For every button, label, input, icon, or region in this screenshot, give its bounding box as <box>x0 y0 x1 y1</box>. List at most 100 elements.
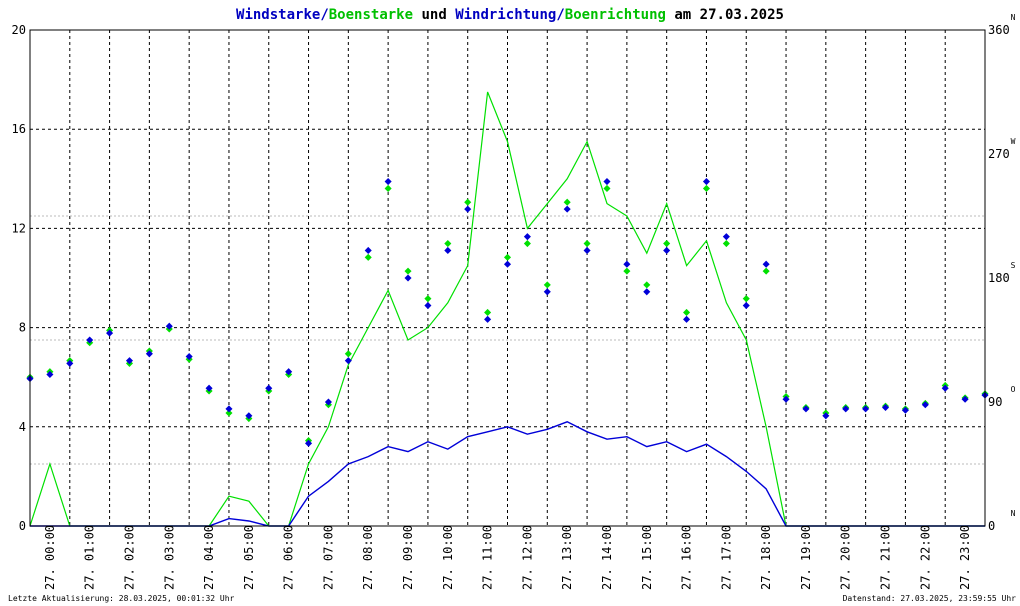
point-boenrichtung <box>623 267 631 275</box>
point-windrichtung <box>921 401 929 409</box>
point-windrichtung <box>185 352 193 361</box>
point-boenrichtung <box>563 198 571 206</box>
point-boenrichtung <box>663 240 671 248</box>
x-tick-label: 27. 12:00 <box>520 525 534 590</box>
x-tick-label: 27. 10:00 <box>441 525 455 590</box>
left-tick-label: 12 <box>12 221 26 235</box>
point-boenrichtung <box>523 240 531 248</box>
title-windstarke: Windstarke <box>236 7 320 23</box>
point-windrichtung <box>782 395 790 403</box>
point-windrichtung <box>305 439 313 447</box>
x-tick-label: 27. 20:00 <box>839 525 853 590</box>
x-tick-label: 27. 18:00 <box>759 525 773 590</box>
x-tick-label: 27. 07:00 <box>321 525 335 590</box>
point-windrichtung <box>424 302 432 310</box>
point-boenrichtung <box>344 350 352 358</box>
point-windrichtung <box>901 406 909 414</box>
x-tick-label: 27. 17:00 <box>719 525 733 590</box>
point-windrichtung <box>623 260 631 268</box>
right-tick-label: 0 <box>988 519 995 533</box>
compass-label: S <box>1011 261 1016 270</box>
point-boenrichtung <box>702 184 710 192</box>
x-tick-label: 27. 11:00 <box>481 525 495 590</box>
point-windrichtung <box>106 329 114 337</box>
title-mid: und <box>413 7 455 23</box>
point-windrichtung <box>603 178 611 186</box>
point-boenrichtung <box>484 308 492 316</box>
point-windrichtung <box>523 233 531 241</box>
point-windrichtung <box>66 359 74 367</box>
point-boenrichtung <box>762 267 770 275</box>
point-windrichtung <box>145 350 153 358</box>
point-windrichtung <box>543 288 551 296</box>
right-tick-label: 180 <box>988 271 1010 285</box>
point-windrichtung <box>444 246 452 254</box>
point-boenrichtung <box>225 409 233 417</box>
x-tick-label: 27. 05:00 <box>242 525 256 590</box>
title-sep2: / <box>556 7 564 23</box>
point-windrichtung <box>842 405 850 413</box>
x-tick-label: 27. 13:00 <box>560 525 574 590</box>
left-tick-label: 20 <box>12 23 26 37</box>
x-tick-label: 27. 22:00 <box>918 525 932 590</box>
point-windrichtung <box>722 233 730 241</box>
point-windrichtung <box>205 384 213 392</box>
point-windrichtung <box>484 315 492 323</box>
point-boenrichtung <box>384 184 392 192</box>
right-tick-label: 360 <box>988 23 1010 37</box>
point-windrichtung <box>941 384 949 392</box>
point-windrichtung <box>86 336 94 344</box>
point-boenrichtung <box>464 198 472 206</box>
title-sep1: / <box>320 7 328 23</box>
title-tail: am 27.03.2025 <box>666 7 784 23</box>
x-tick-label: 27. 19:00 <box>799 525 813 590</box>
x-tick-label: 27. 16:00 <box>680 525 694 590</box>
point-windrichtung <box>961 395 969 403</box>
title-boenrichtung: Boenrichtung <box>565 7 666 23</box>
point-windrichtung <box>663 246 671 254</box>
point-windrichtung <box>245 412 253 420</box>
point-windrichtung <box>324 398 332 406</box>
compass-label: W <box>1011 137 1016 146</box>
point-windrichtung <box>464 205 472 213</box>
point-boenrichtung <box>583 240 591 248</box>
right-tick-label: 270 <box>988 147 1010 161</box>
x-tick-label: 27. 21:00 <box>879 525 893 590</box>
left-tick-label: 8 <box>19 321 26 335</box>
x-tick-label: 27. 06:00 <box>282 525 296 590</box>
point-boenrichtung <box>603 184 611 192</box>
point-windrichtung <box>762 260 770 268</box>
point-windrichtung <box>643 288 651 296</box>
point-windrichtung <box>344 357 352 365</box>
footer-last-update: Letzte Aktualisierung: 28.03.2025, 00:01… <box>8 594 235 603</box>
compass-label: N <box>1011 13 1016 22</box>
point-windrichtung <box>225 405 233 413</box>
x-tick-label: 27. 08:00 <box>361 525 375 590</box>
x-tick-label: 27. 03:00 <box>162 525 176 590</box>
point-windrichtung <box>503 260 512 268</box>
x-tick-label: 27. 14:00 <box>600 525 614 590</box>
point-windrichtung <box>822 412 830 420</box>
x-tick-label: 27. 01:00 <box>83 525 97 590</box>
chart-title: Windstarke/Boenstarke und Windrichtung/B… <box>236 7 784 23</box>
point-windrichtung <box>742 302 750 310</box>
title-boenstarke: Boenstarke <box>329 7 413 23</box>
x-tick-label: 27. 15:00 <box>640 525 654 590</box>
point-boenrichtung <box>543 281 551 289</box>
left-axis: 0 4 8 12 16 20 <box>12 23 26 533</box>
x-tick-label: 27. 04:00 <box>202 525 216 590</box>
point-windrichtung <box>384 178 392 186</box>
point-windrichtung <box>165 322 173 330</box>
point-windrichtung <box>683 315 691 323</box>
point-windrichtung <box>285 368 293 376</box>
footer-data-state: Datenstand: 27.03.2025, 23:59:55 Uhr <box>843 594 1017 603</box>
right-tick-label: 90 <box>988 395 1002 409</box>
left-tick-label: 4 <box>19 420 26 434</box>
point-windrichtung <box>46 370 54 378</box>
left-tick-label: 16 <box>12 122 26 136</box>
point-boenrichtung <box>424 295 432 303</box>
point-windrichtung <box>702 178 710 186</box>
